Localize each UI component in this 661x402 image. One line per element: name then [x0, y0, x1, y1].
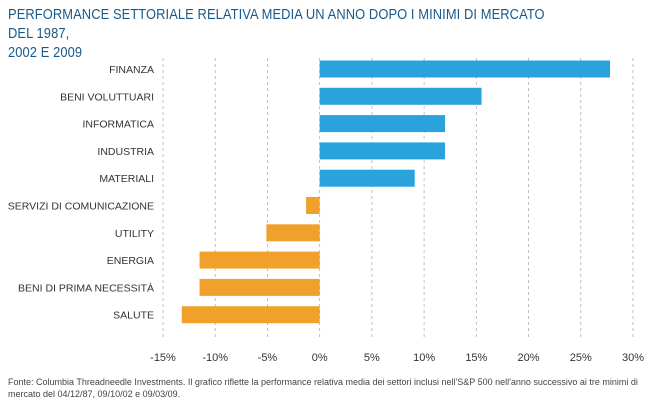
- category-label: INFORMATICA: [82, 119, 154, 131]
- footnote: Fonte: Columbia Threadneedle Investments…: [8, 376, 658, 400]
- category-label: SERVIZI DI COMUNICAZIONE: [8, 201, 154, 213]
- category-label: FINANZA: [109, 64, 154, 76]
- category-label: INDUSTRIA: [97, 146, 154, 158]
- x-tick-label: 5%: [364, 352, 380, 364]
- bar: [319, 115, 445, 133]
- chart-title-line-2: 2002 E 2009: [8, 44, 83, 61]
- x-tick-label: 25%: [570, 352, 592, 364]
- x-tick-labels: -15% -10% -5% 0% 5% 10% 15% 20% 25% 30%: [150, 352, 644, 364]
- bar: [319, 87, 482, 105]
- x-tick-label: 15%: [465, 352, 487, 364]
- x-tick-label: -5%: [258, 352, 278, 364]
- category-labels: FINANZA BENI VOLUTTUARI INFORMATICA INDUSTR…: [8, 64, 154, 322]
- category-label: UTILITY: [115, 228, 154, 240]
- bar: [199, 251, 320, 269]
- category-label: BENI VOLUTTUARI: [60, 91, 154, 103]
- x-tick-label: 0%: [312, 352, 328, 364]
- bar: [319, 60, 611, 78]
- x-tick-label: 20%: [518, 352, 540, 364]
- footnote-line-1: Fonte: Columbia Threadneedle Investments…: [8, 377, 638, 387]
- category-label: SALUTE: [113, 310, 154, 322]
- bar: [181, 306, 320, 324]
- category-label: BENI DI PRIMA NECESSITÀ: [18, 281, 154, 294]
- bar: [319, 142, 445, 160]
- category-label: MATERIALI: [99, 173, 154, 185]
- bar: [199, 278, 320, 296]
- footnote-line-2: mercato del 04/12/87, 09/10/02 e 09/03/0…: [8, 389, 181, 399]
- x-tick-label: -15%: [150, 352, 176, 364]
- x-tick-label: 30%: [622, 352, 644, 364]
- category-label: ENERGIA: [107, 255, 154, 267]
- bar: [266, 224, 320, 242]
- bar: [306, 197, 320, 214]
- bar: [319, 169, 415, 187]
- chart-title-line-1: PERFORMANCE SETTORIALE RELATIVA MEDIA UN…: [8, 6, 545, 42]
- x-tick-label: 10%: [413, 352, 435, 364]
- chart-title: PERFORMANCE SETTORIALE RELATIVA MEDIA UN…: [8, 5, 567, 62]
- bars: [181, 60, 611, 324]
- bar-chart: FINANZA BENI VOLUTTUARI INFORMATICA INDUSTR…: [8, 58, 644, 364]
- x-tick-label: -10%: [202, 352, 228, 364]
